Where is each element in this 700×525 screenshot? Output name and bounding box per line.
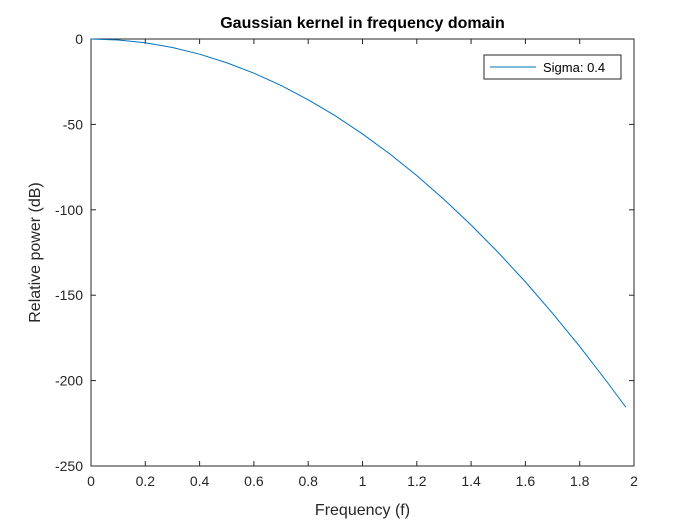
- x-tick-label: 2: [630, 473, 638, 489]
- y-tick-label: -250: [55, 458, 83, 474]
- x-tick-label: 1.8: [570, 473, 590, 489]
- x-tick-label: 0.8: [298, 473, 318, 489]
- y-tick-label: -200: [55, 373, 83, 389]
- ticks: 0 0.2 0.4 0.6 0.8 1 1.2 1.4 1.6 1.8 2 0 -50 -100 -150 -…: [55, 31, 638, 489]
- plot-area: [90, 38, 635, 467]
- axes: [90, 38, 635, 467]
- y-tick-label: -150: [55, 287, 83, 303]
- legend-label: Sigma: 0.4: [543, 60, 605, 75]
- x-tick-label: 1: [359, 473, 367, 489]
- x-tick-label: 1.2: [407, 473, 427, 489]
- x-tick-label: 0.2: [136, 473, 156, 489]
- y-axis-title: Relative power (dB): [27, 182, 44, 323]
- x-tick-label: 0.4: [190, 473, 210, 489]
- series-layer: [90, 38, 627, 408]
- y-tick-label: -50: [63, 116, 83, 132]
- x-tick-label: 1.4: [461, 473, 481, 489]
- legend: Sigma: 0.4: [483, 54, 622, 80]
- series-line: [90, 38, 627, 408]
- x-tick-label: 0: [87, 473, 95, 489]
- y-tick-label: 0: [75, 31, 83, 47]
- y-tick-label: -100: [55, 202, 83, 218]
- chart-title: Gaussian kernel in frequency domain: [220, 15, 505, 32]
- x-tick-label: 1.6: [516, 473, 536, 489]
- x-axis-title: Frequency (f): [315, 502, 410, 519]
- x-tick-label: 0.6: [244, 473, 264, 489]
